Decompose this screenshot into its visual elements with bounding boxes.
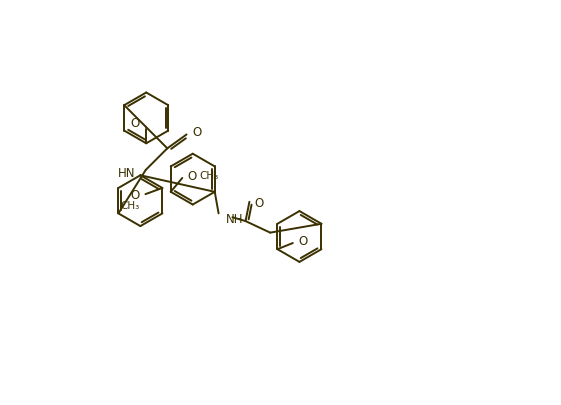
Text: NH: NH [226,213,244,226]
Text: CH₃: CH₃ [199,171,218,181]
Text: O: O [188,170,197,183]
Text: O: O [131,117,140,130]
Text: HN: HN [117,167,135,180]
Text: CH₃: CH₃ [121,201,140,211]
Text: O: O [192,126,201,139]
Text: O: O [131,189,140,202]
Text: O: O [298,235,307,248]
Text: O: O [255,197,264,210]
